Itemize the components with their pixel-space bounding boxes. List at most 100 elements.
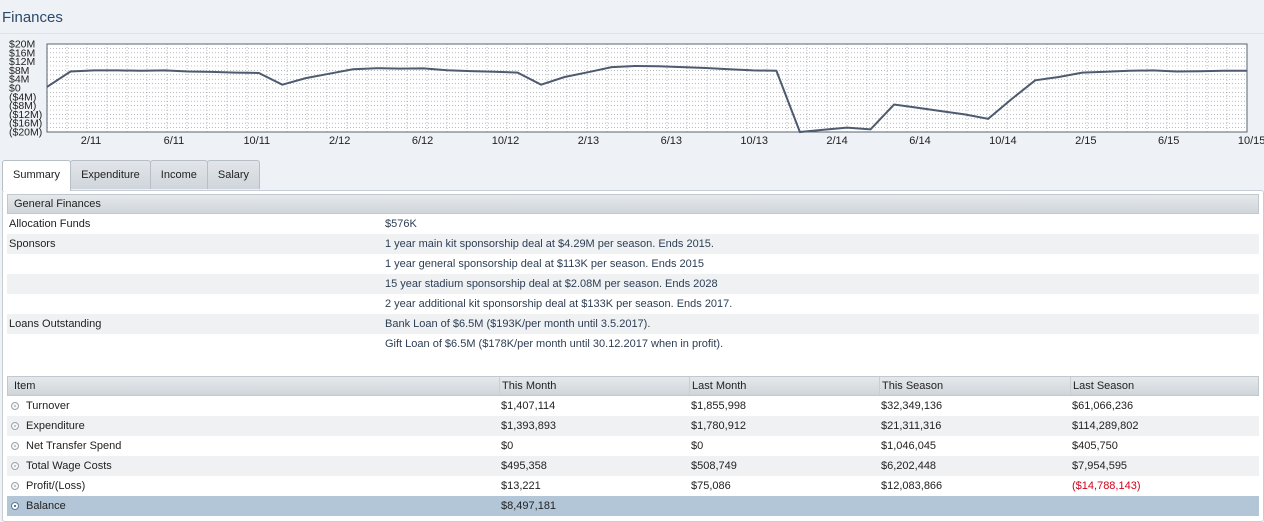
- general-row-value: Bank Loan of $6.5M ($193K/per month unti…: [385, 318, 651, 330]
- row-this-month: $13,221: [501, 480, 541, 492]
- general-row-value: 1 year general sponsorship deal at $113K…: [385, 258, 705, 270]
- row-this-season: $12,083,866: [881, 480, 943, 492]
- chart-x-tick-label: 6/11: [164, 135, 185, 147]
- general-row-label: Loans Outstanding: [9, 318, 102, 330]
- chart-x-tick-label: 2/11: [81, 135, 102, 147]
- row-last-season: $7,954,595: [1072, 460, 1128, 472]
- row-item: Total Wage Costs: [26, 460, 112, 472]
- chart-x-tick-label: 10/13: [740, 135, 768, 147]
- row-item: Turnover: [26, 400, 70, 412]
- chart-x-tick-label: 10/15: [1238, 135, 1264, 147]
- column-header-last-season[interactable]: Last Season: [1073, 380, 1135, 392]
- chart-grid: [47, 44, 1247, 132]
- general-row-value: Gift Loan of $6.5M ($178K/per month unti…: [385, 338, 724, 350]
- row-last-season: $61,066,236: [1072, 400, 1134, 412]
- general-finances-section: General Finances Allocation Funds $576K …: [7, 194, 1259, 354]
- row-this-month: $0: [501, 440, 514, 452]
- row-item: Expenditure: [26, 420, 85, 432]
- row-last-season-negative: ($14,788,143): [1072, 480, 1141, 492]
- table-row-selected[interactable]: Balance $8,497,181: [7, 496, 1259, 516]
- chart-y-tick-label: $16M: [9, 47, 35, 59]
- column-divider: [689, 377, 690, 395]
- column-header-last-month[interactable]: Last Month: [692, 380, 747, 392]
- tab-expenditure[interactable]: Expenditure: [70, 160, 151, 189]
- general-row-value: $576K: [385, 218, 417, 230]
- chart-x-tick-label: 10/14: [989, 135, 1017, 147]
- column-header-this-season[interactable]: This Season: [882, 380, 944, 392]
- chart-x-tick-label: 2/14: [826, 135, 847, 147]
- row-item: Balance: [26, 500, 66, 512]
- row-radio-icon[interactable]: [11, 462, 19, 470]
- general-row: 15 year stadium sponsorship deal at $2.0…: [7, 274, 1259, 294]
- general-row-value: 15 year stadium sponsorship deal at $2.0…: [385, 278, 718, 290]
- chart-x-tick-label: 10/12: [492, 135, 520, 147]
- general-row: 1 year general sponsorship deal at $113K…: [7, 254, 1259, 274]
- general-row: Gift Loan of $6.5M ($178K/per month unti…: [7, 334, 1259, 354]
- table-row[interactable]: Profit/(Loss) $13,221 $75,086 $12,083,86…: [7, 476, 1259, 496]
- tab-income[interactable]: Income: [149, 160, 208, 189]
- row-this-season: $32,349,136: [881, 400, 943, 412]
- column-header-this-month[interactable]: This Month: [502, 380, 557, 392]
- title-divider: [0, 33, 1264, 34]
- column-divider: [1070, 377, 1071, 395]
- table-row[interactable]: Turnover $1,407,114 $1,855,998 $32,349,1…: [7, 396, 1259, 416]
- chart-x-tick-label: 6/15: [1158, 135, 1179, 147]
- chart-y-axis: $20M$16M$12M$8M$4M$0($4M)($8M)($12M)($16…: [9, 39, 42, 139]
- finance-tabs: Summary Expenditure Income Salary: [2, 160, 261, 191]
- chart-x-tick-label: 2/13: [578, 135, 599, 147]
- row-radio-icon[interactable]: [11, 482, 19, 490]
- column-divider: [879, 377, 880, 395]
- general-row-label: Sponsors: [9, 238, 56, 250]
- row-radio-icon[interactable]: [11, 402, 19, 410]
- table-row[interactable]: Expenditure $1,393,893 $1,780,912 $21,31…: [7, 416, 1259, 436]
- page-title: Finances: [2, 9, 63, 26]
- row-last-month: $1,780,912: [691, 420, 747, 432]
- general-row: 2 year additional kit sponsorship deal a…: [7, 294, 1259, 314]
- general-row: Loans Outstanding Bank Loan of $6.5M ($1…: [7, 314, 1259, 334]
- chart-x-tick-label: 2/15: [1075, 135, 1096, 147]
- chart-y-tick-label: $0: [9, 83, 21, 95]
- chart-x-tick-label: 6/14: [909, 135, 930, 147]
- tab-summary[interactable]: Summary: [2, 160, 72, 191]
- chart-y-tick-label: $12M: [9, 56, 35, 68]
- chart-x-tick-label: 6/12: [412, 135, 433, 147]
- chart-x-tick-label: 6/13: [661, 135, 682, 147]
- row-radio-icon[interactable]: [11, 502, 19, 510]
- row-this-month: $1,407,114: [501, 400, 556, 412]
- column-header-item[interactable]: Item: [14, 380, 36, 392]
- row-last-season: $114,289,802: [1072, 420, 1139, 432]
- general-row: Sponsors 1 year main kit sponsorship dea…: [7, 234, 1259, 254]
- summary-panel: General Finances Allocation Funds $576K …: [2, 190, 1264, 522]
- row-last-month: $0: [691, 440, 704, 452]
- chart-y-tick-label: ($16M): [9, 118, 42, 130]
- row-last-month: $508,749: [691, 460, 737, 472]
- row-radio-icon[interactable]: [11, 442, 19, 450]
- chart-y-tick-label: ($4M): [9, 91, 36, 103]
- general-row-value: 1 year main kit sponsorship deal at $4.2…: [385, 238, 714, 250]
- general-row: Allocation Funds $576K: [7, 214, 1259, 234]
- general-row-value: 2 year additional kit sponsorship deal a…: [385, 298, 733, 310]
- row-this-season: $1,046,045: [881, 440, 937, 452]
- chart-series-line: [46, 64, 1247, 134]
- row-this-month: $8,497,181: [501, 500, 557, 512]
- table-row[interactable]: Total Wage Costs $495,358 $508,749 $6,20…: [7, 456, 1259, 476]
- row-this-month: $1,393,893: [501, 420, 557, 432]
- general-row-label: Allocation Funds: [9, 218, 91, 230]
- row-this-season: $21,311,316: [881, 420, 942, 432]
- row-this-season: $6,202,448: [881, 460, 937, 472]
- table-header-row: Item This Month Last Month This Season L…: [7, 376, 1259, 396]
- chart-y-tick-label: $4M: [9, 74, 29, 86]
- tab-salary[interactable]: Salary: [206, 160, 261, 189]
- row-last-season: $405,750: [1072, 440, 1118, 452]
- general-finances-header: General Finances: [7, 194, 1259, 214]
- row-item: Profit/(Loss): [26, 480, 86, 492]
- row-last-month: $1,855,998: [691, 400, 747, 412]
- row-this-month: $495,358: [501, 460, 547, 472]
- chart-y-tick-label: ($20M): [9, 127, 42, 139]
- table-row[interactable]: Net Transfer Spend $0 $0 $1,046,045 $405…: [7, 436, 1259, 456]
- row-last-month: $75,086: [691, 480, 731, 492]
- row-item: Net Transfer Spend: [26, 440, 122, 452]
- column-divider: [499, 377, 500, 395]
- row-radio-icon[interactable]: [11, 422, 19, 430]
- chart-x-tick-label: 2/12: [329, 135, 350, 147]
